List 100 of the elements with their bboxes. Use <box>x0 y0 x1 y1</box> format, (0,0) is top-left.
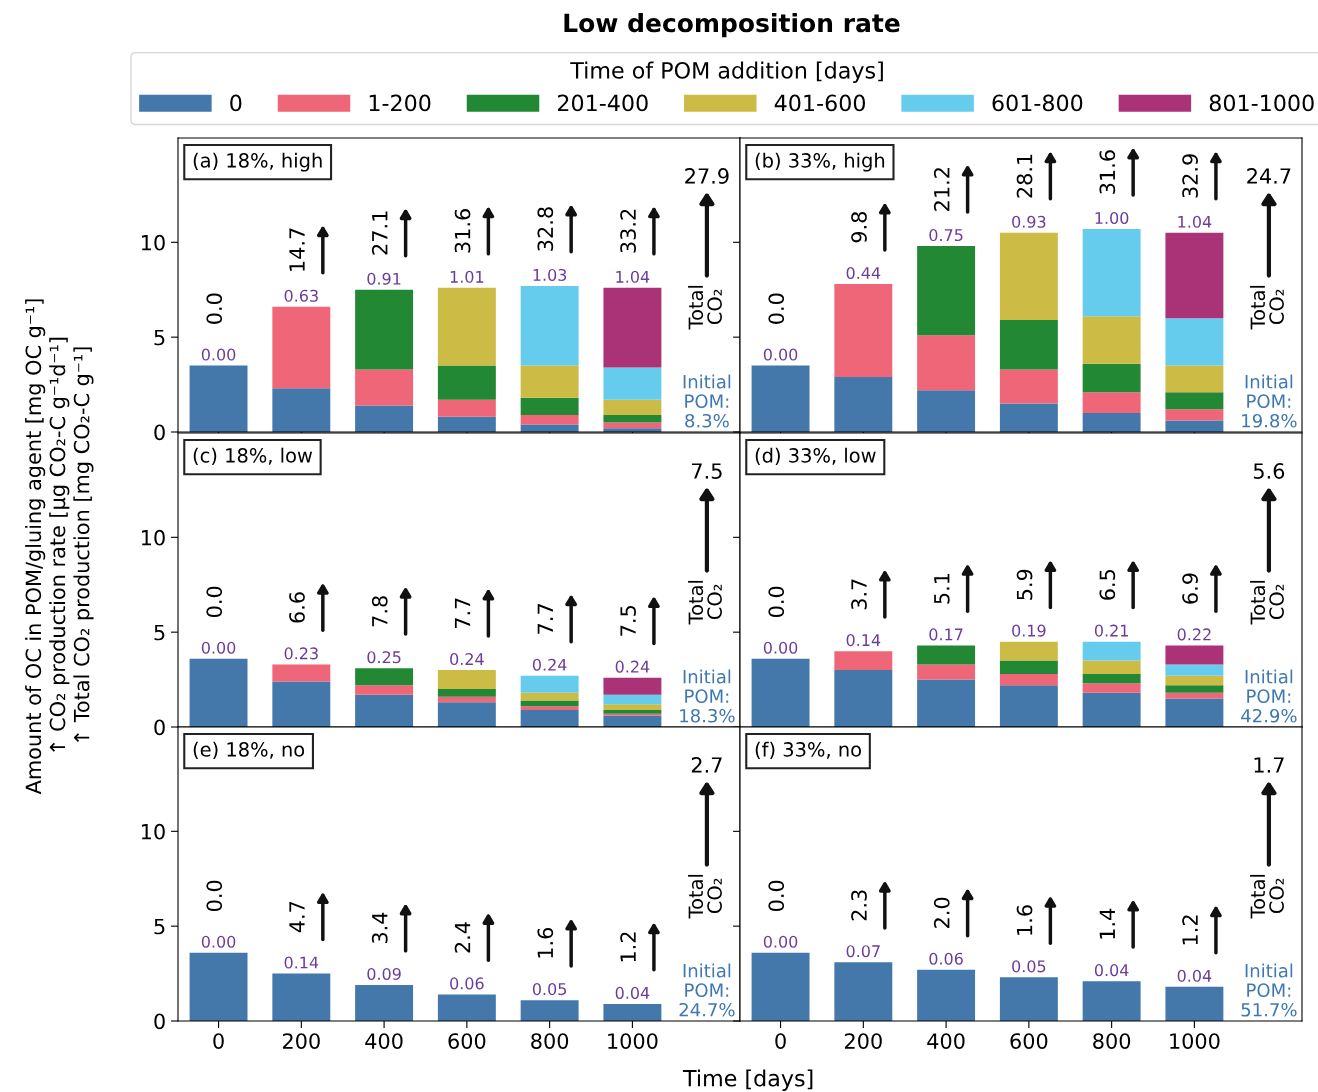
x-tick-label: 600 <box>1010 1033 1048 1049</box>
annotation: 1.7 <box>1254 757 1284 773</box>
bar <box>603 694 662 705</box>
annotation: 0.0 <box>206 586 223 617</box>
annotation: 7.7 <box>454 598 471 629</box>
y-tick-label: 5 <box>154 918 165 935</box>
bar <box>917 645 976 665</box>
annotation: Initial POM: 18.3% <box>680 669 735 723</box>
annotation: 0.05 <box>532 983 567 996</box>
y-tick-label: 10 <box>141 234 165 251</box>
annotation: 0.00 <box>201 641 236 654</box>
text: (b) 33%, high <box>755 152 885 172</box>
text: (e) 18%, no <box>193 741 305 760</box>
annotation: 0.22 <box>1177 628 1211 641</box>
bar <box>1165 685 1224 693</box>
annotation: 1.04 <box>1178 215 1212 228</box>
bar <box>355 369 414 406</box>
bar <box>437 670 496 690</box>
bar <box>272 664 331 682</box>
annotation: 0.0 <box>768 880 785 912</box>
annotation: 6.6 <box>289 592 305 623</box>
x-tick-label: 800 <box>531 1033 569 1049</box>
text: (a) 18%, high <box>193 152 322 172</box>
bar <box>603 287 662 368</box>
bar <box>520 414 579 425</box>
bar <box>355 668 414 686</box>
bar <box>520 1000 579 1021</box>
annotation: 31.6 <box>454 209 471 253</box>
bar <box>520 365 579 398</box>
annotation: 1.2 <box>1182 915 1198 945</box>
annotation: 4.7 <box>289 901 305 933</box>
annotation: 1.6 <box>537 927 554 958</box>
x-tick-label: 400 <box>365 1033 403 1049</box>
bar <box>520 706 579 710</box>
bar <box>437 702 496 727</box>
legend-label: 601-800 <box>992 94 1083 112</box>
bar <box>1165 365 1224 393</box>
bar <box>437 287 496 366</box>
annotation: 5.9 <box>1016 569 1033 600</box>
bar <box>1082 316 1141 364</box>
annotation: 32.8 <box>537 207 554 251</box>
text: Low decomposition rate <box>564 13 900 38</box>
annotation: Total CO₂ <box>1250 580 1284 625</box>
bar <box>1165 409 1224 421</box>
x-tick-label: 600 <box>448 1033 486 1049</box>
annotation: 0.91 <box>367 272 401 285</box>
annotation: Total CO₂ <box>1250 874 1284 919</box>
annotation: 0.00 <box>201 935 236 948</box>
bar <box>1165 392 1224 410</box>
bar <box>189 658 248 727</box>
bar <box>1165 698 1224 727</box>
bar <box>355 405 414 432</box>
bar <box>1165 232 1224 319</box>
text: (d) 33%, low <box>755 447 876 466</box>
bar <box>520 285 579 366</box>
annotation: 0.00 <box>763 641 798 654</box>
annotation: 0.14 <box>284 956 319 969</box>
annotation: Initial POM: 8.3% <box>683 374 731 428</box>
bar <box>1165 986 1224 1021</box>
bar <box>834 376 893 432</box>
bar <box>603 677 662 695</box>
text: (f) 33%, no <box>755 741 861 760</box>
annotation: 6.5 <box>1099 570 1116 600</box>
bar <box>751 365 810 432</box>
annotation: 0.00 <box>763 935 798 948</box>
annotation: 14.7 <box>289 228 305 271</box>
bar <box>917 246 976 336</box>
legend-label: 401-600 <box>774 94 866 112</box>
bar <box>437 365 496 400</box>
annotation: 32.9 <box>1182 154 1198 198</box>
annotation: 3.4 <box>371 912 388 944</box>
bar <box>520 692 579 701</box>
annotation: 0.0 <box>206 293 223 324</box>
bar <box>603 1003 662 1021</box>
bar <box>1082 683 1141 693</box>
bar <box>999 660 1058 674</box>
x-tick-label: 400 <box>927 1033 965 1049</box>
bar <box>437 689 496 697</box>
bar <box>1165 318 1224 366</box>
annotation: 7.7 <box>537 604 553 634</box>
bar <box>751 658 810 727</box>
annotation: 5.1 <box>934 573 950 604</box>
annotation: 0.93 <box>1012 215 1046 228</box>
annotation: 0.07 <box>846 945 880 958</box>
y-axis-title: Amount of OC in POM/gluing agent [mg OC g⁻¹] ↑ CO₂ production rate [µg CO₂-C g⁻¹d⁻¹] ↑ Total CO₂ production [mg CO₂-C g⁻¹] <box>25 299 94 795</box>
legend-label: 1-200 <box>369 94 431 112</box>
bar <box>355 289 414 370</box>
bar <box>520 675 579 693</box>
bar <box>1165 692 1224 699</box>
bar <box>751 952 810 1021</box>
bar <box>355 694 414 727</box>
bar <box>272 388 331 432</box>
bar <box>437 994 496 1021</box>
bar <box>999 320 1058 370</box>
annotation: Total CO₂ <box>688 285 722 330</box>
annotation: 1.00 <box>1095 211 1129 225</box>
bar <box>603 709 662 714</box>
annotation: 31.6 <box>1099 150 1116 194</box>
bar <box>603 399 662 415</box>
annotation: 1.4 <box>1099 908 1115 939</box>
